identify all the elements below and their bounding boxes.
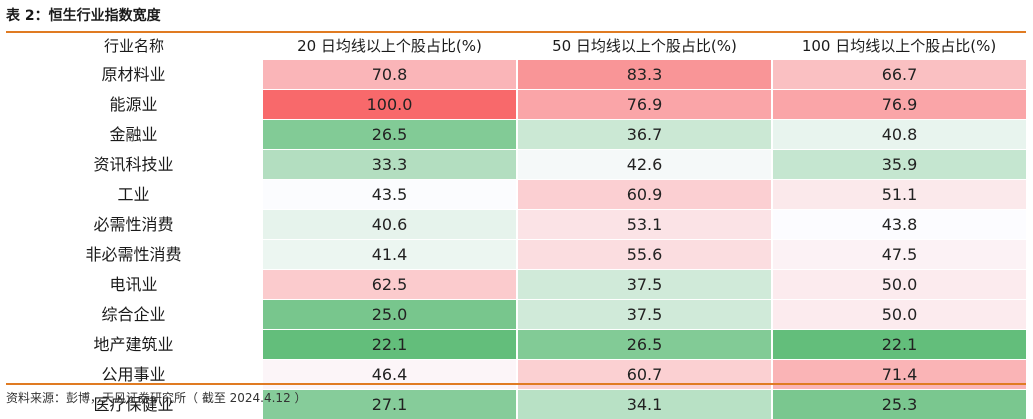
header-ma20: 20 日均线以上个股占比(%) <box>262 33 517 60</box>
ma100-value: 66.7 <box>772 60 1026 90</box>
ma20-value: 26.5 <box>262 120 517 150</box>
sector-name: 原材料业 <box>6 60 262 90</box>
ma50-value: 37.5 <box>517 300 772 330</box>
ma20-value: 41.4 <box>262 240 517 270</box>
ma100-value: 50.0 <box>772 270 1026 300</box>
ma50-value: 60.7 <box>517 360 772 390</box>
bottom-rule <box>6 383 1026 385</box>
ma50-value: 34.1 <box>517 390 772 419</box>
sector-name: 资讯科技业 <box>6 150 262 180</box>
ma100-value: 35.9 <box>772 150 1026 180</box>
header-sector: 行业名称 <box>6 33 262 60</box>
sector-name: 必需性消费 <box>6 210 262 240</box>
sector-name: 非必需性消费 <box>6 240 262 270</box>
header-ma100: 100 日均线以上个股占比(%) <box>772 33 1026 60</box>
source-note: 资料来源：彭博，天风证券研究所（ 截至 2024.4.12 ） <box>6 389 307 407</box>
sector-name: 地产建筑业 <box>6 330 262 360</box>
ma100-value: 50.0 <box>772 300 1026 330</box>
ma20-value: 100.0 <box>262 90 517 120</box>
ma50-value: 53.1 <box>517 210 772 240</box>
ma20-value: 40.6 <box>262 210 517 240</box>
ma100-value: 51.1 <box>772 180 1026 210</box>
sector-name: 工业 <box>6 180 262 210</box>
sector-name: 金融业 <box>6 120 262 150</box>
ma100-value: 25.3 <box>772 390 1026 419</box>
ma50-value: 60.9 <box>517 180 772 210</box>
sector-name: 综合企业 <box>6 300 262 330</box>
ma50-value: 83.3 <box>517 60 772 90</box>
ma20-value: 43.5 <box>262 180 517 210</box>
ma20-value: 46.4 <box>262 360 517 390</box>
table-title: 表 2：恒生行业指数宽度 <box>6 4 161 28</box>
header-ma50: 50 日均线以上个股占比(%) <box>517 33 772 60</box>
ma100-value: 47.5 <box>772 240 1026 270</box>
sector-name: 公用事业 <box>6 360 262 390</box>
ma50-value: 26.5 <box>517 330 772 360</box>
ma20-value: 33.3 <box>262 150 517 180</box>
ma50-value: 37.5 <box>517 270 772 300</box>
ma100-value: 40.8 <box>772 120 1026 150</box>
ma20-value: 62.5 <box>262 270 517 300</box>
sector-name: 能源业 <box>6 90 262 120</box>
ma100-value: 43.8 <box>772 210 1026 240</box>
sector-breadth-table: 行业名称 20 日均线以上个股占比(%) 50 日均线以上个股占比(%) 100… <box>6 33 1026 419</box>
ma100-value: 22.1 <box>772 330 1026 360</box>
ma50-value: 42.6 <box>517 150 772 180</box>
ma50-value: 36.7 <box>517 120 772 150</box>
ma100-value: 76.9 <box>772 90 1026 120</box>
ma20-value: 70.8 <box>262 60 517 90</box>
ma50-value: 76.9 <box>517 90 772 120</box>
header-row: 行业名称 20 日均线以上个股占比(%) 50 日均线以上个股占比(%) 100… <box>6 33 1026 60</box>
sector-name: 电讯业 <box>6 270 262 300</box>
ma20-value: 22.1 <box>262 330 517 360</box>
ma100-value: 71.4 <box>772 360 1026 390</box>
ma50-value: 55.6 <box>517 240 772 270</box>
ma20-value: 25.0 <box>262 300 517 330</box>
